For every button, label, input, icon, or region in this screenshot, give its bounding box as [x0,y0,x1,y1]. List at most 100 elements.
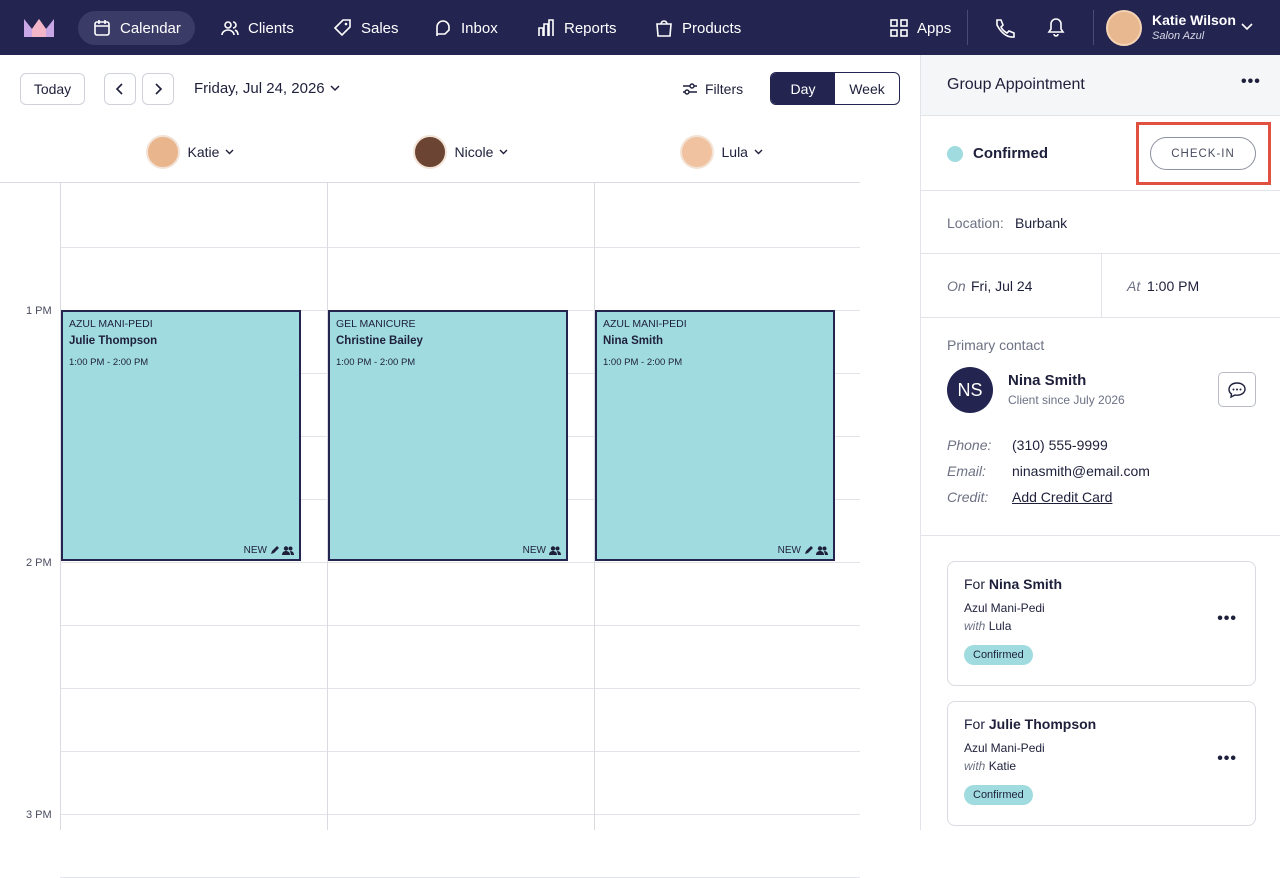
graphic [1228,381,1246,398]
user-avatar[interactable] [1106,10,1142,46]
logo[interactable] [24,17,54,37]
chevron[interactable] [1241,22,1253,32]
contact-name[interactable]: Nina Smith [1008,372,1087,389]
contact-avatar: NS [947,367,993,413]
panel-header [921,55,1280,115]
new-badge: NEW [777,545,801,556]
graphic [683,83,697,95]
field-value[interactable]: Add Credit Card [1012,489,1113,505]
divider [921,317,1280,318]
for-label: For [964,716,985,732]
graphic [816,546,828,555]
view-option[interactable]: Day [771,73,835,104]
today-button[interactable]: Today [20,73,85,105]
graphic [224,21,232,29]
nav-item[interactable]: Clients [206,11,308,45]
view-option[interactable]: Week [849,80,885,97]
booking-card[interactable]: For Julie Thompson Azul Mani-Pedi with K… [947,701,1256,826]
service: AZUL MANI-PEDI [603,318,687,330]
graphic [1239,388,1242,390]
graphic [225,149,234,155]
nav-item[interactable]: Sales [319,11,413,45]
booking-service: Azul Mani-Pedi [964,741,1045,755]
graphic [330,85,340,92]
staff-selector[interactable]: Lula [722,144,763,160]
staff-name: Lula [721,144,748,160]
staff-avatar [412,135,447,169]
staff-avatar [679,135,714,169]
for-label: For [964,576,985,592]
icon [890,19,908,37]
prev-button[interactable] [104,73,136,105]
filters-button[interactable]: Filters [705,81,744,97]
graphic [344,22,348,26]
graphic [1232,388,1235,390]
phone-icon[interactable] [993,17,1015,39]
graphic [549,551,557,555]
graphic [890,29,898,37]
booking-client: Julie Thompson [988,716,1097,732]
nav-item[interactable]: Reports [522,11,631,45]
service: GEL MANICURE [336,318,416,330]
graphic: For Nina Smith [964,576,1239,592]
location-value: Burbank [1015,215,1068,231]
more-button[interactable]: ••• [1241,73,1261,90]
appointment[interactable]: GEL MANICURE Christine Bailey 1:00 PM - … [328,310,568,561]
graphic [684,89,690,95]
divider [921,190,1280,191]
appointment[interactable]: AZUL MANI-PEDI Julie Thompson 1:00 PM - … [61,310,301,561]
icon [436,20,450,36]
nav-label: Calendar [120,19,181,37]
graphic [333,19,351,37]
graphic [900,19,908,27]
appointment-panel: Group Appointment ••• Confirmed CHECK-IN… [920,55,1280,830]
booking-status: Confirmed [964,785,1033,805]
staff-avatar [145,135,180,169]
check-in-button[interactable]: CHECK-IN [1150,137,1256,170]
graphic [557,551,561,555]
appointment[interactable]: AZUL MANI-PEDI Nina Smith 1:00 PM - 2:00… [595,310,835,561]
staff-selector[interactable]: Nicole [455,144,509,160]
time-value: 1:00 PM [1147,278,1200,294]
chevron[interactable] [330,85,340,93]
graphic [890,19,898,27]
graphic [155,83,163,95]
booking-card[interactable]: For Nina Smith Azul Mani-Pedi with Lula … [947,561,1256,686]
contact-since: Client since July 2026 [1008,393,1125,407]
message-button[interactable] [1218,372,1256,407]
field-label: Credit: [947,489,989,505]
date-picker[interactable]: Friday, Jul 24, 2026 [194,80,325,97]
divider [1093,10,1094,45]
user-name[interactable]: Katie Wilson [1152,12,1236,28]
booking-service: Azul Mani-Pedi [964,601,1045,615]
graphic [754,149,763,155]
graphic [1241,23,1253,31]
badge-row: NEW [523,545,561,556]
nav-label: Reports [564,19,617,37]
nav-item[interactable]: Products [640,11,755,45]
more-button[interactable]: ••• [1217,750,1237,767]
graphic [155,83,163,95]
badge-row: NEW [778,545,828,556]
header-border [0,182,860,183]
nav-label: Sales [361,19,399,37]
graphic [271,546,279,554]
bell-icon[interactable] [1046,16,1066,38]
apps-label: Apps [917,19,952,37]
status-dot [947,146,963,162]
field-label: Phone: [947,437,992,453]
time-label: At [1127,278,1141,294]
grid-line [60,688,860,689]
icon [94,20,110,36]
salon-name: Salon Azul [1152,30,1205,42]
graphic [822,546,827,551]
apps-button[interactable]: Apps [875,11,965,45]
filter-icon[interactable] [682,82,698,96]
staff-selector[interactable]: Katie [188,144,235,160]
nav-item[interactable]: Calendar [78,11,195,45]
more-button[interactable]: ••• [1217,610,1237,627]
nav-item[interactable]: Inbox [419,11,512,45]
next-button[interactable] [142,73,174,105]
icon [538,19,554,36]
